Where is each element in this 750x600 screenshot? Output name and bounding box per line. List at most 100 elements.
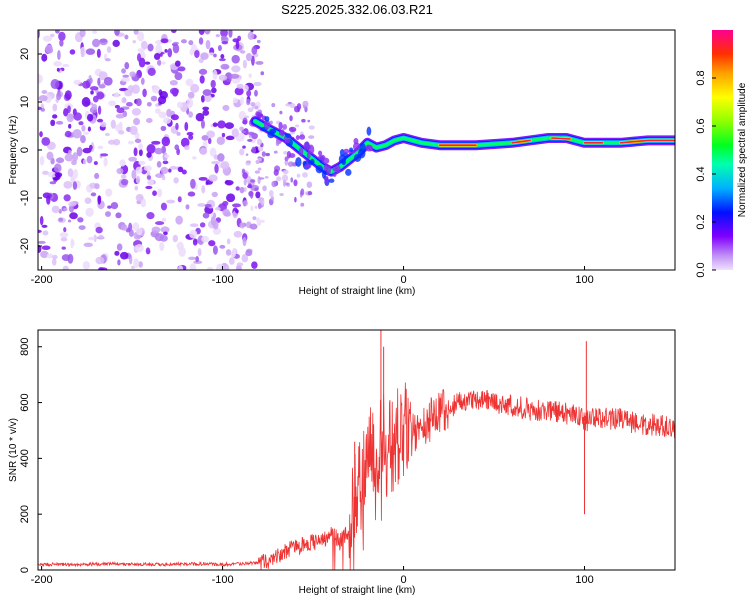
noise-blob	[164, 154, 170, 159]
noise-blob	[160, 202, 168, 211]
noise-blob	[250, 102, 256, 107]
ridge-blob	[328, 178, 335, 183]
noise-blob	[275, 140, 280, 147]
noise-blob	[204, 30, 211, 35]
noise-blob	[50, 119, 56, 127]
noise-blob	[73, 79, 82, 85]
noise-blob	[225, 264, 230, 270]
noise-blob	[177, 264, 184, 270]
noise-blob	[112, 39, 120, 48]
noise-blob	[64, 130, 72, 138]
noise-blob	[82, 147, 92, 154]
noise-blob	[193, 260, 203, 265]
noise-blob	[251, 146, 257, 154]
noise-blob	[246, 90, 252, 97]
snr-y-tick-label: 200	[19, 505, 31, 523]
noise-blob	[198, 68, 208, 75]
noise-blob	[55, 30, 60, 34]
colorbar: 0.0 0.2 0.4 0.6 0.8 Normalized spectral ampl…	[695, 30, 748, 278]
noise-blob	[185, 78, 194, 87]
ridge-blob	[280, 129, 285, 137]
noise-blob	[135, 193, 144, 202]
snr-y-tick-label: 0	[19, 567, 31, 573]
noise-blob	[195, 255, 199, 263]
noise-blob	[100, 121, 107, 128]
noise-blob	[232, 247, 236, 258]
snr-y-tick-label: 800	[19, 338, 31, 356]
noise-blob	[273, 169, 279, 176]
ridge-blob	[295, 135, 300, 141]
noise-blob	[160, 125, 167, 131]
noise-blob	[271, 180, 277, 188]
noise-blob	[63, 108, 69, 117]
noise-blob	[206, 266, 213, 270]
noise-blob	[184, 145, 190, 150]
noise-blob	[204, 203, 212, 208]
noise-blob	[271, 103, 276, 108]
noise-blob	[242, 59, 247, 69]
noise-blob	[131, 108, 141, 116]
noise-blob	[146, 101, 152, 107]
ridge-blob	[308, 160, 314, 166]
snr-x-axis-label: Height of straight line (km)	[299, 585, 416, 596]
noise-blob	[284, 156, 289, 162]
noise-blob	[215, 206, 221, 211]
noise-blob	[161, 217, 167, 222]
noise-blob	[56, 92, 62, 101]
noise-blob	[300, 188, 305, 196]
noise-blob	[253, 81, 262, 87]
noise-blob	[138, 160, 146, 166]
noise-blob	[156, 160, 162, 168]
noise-blob	[82, 260, 90, 270]
snr-y-tick-label: 400	[19, 449, 31, 467]
noise-blob	[270, 196, 275, 201]
noise-blob	[220, 30, 228, 38]
noise-blob	[87, 126, 91, 132]
noise-blob	[240, 96, 244, 106]
colorbar-tick-label: 0.0	[695, 262, 707, 277]
noise-blob	[214, 163, 219, 174]
noise-blob	[38, 240, 46, 244]
ridge-blob	[366, 126, 372, 136]
noise-blob	[242, 172, 248, 180]
noise-blob	[163, 231, 168, 236]
noise-blob	[46, 253, 54, 259]
noise-blob	[289, 115, 293, 122]
ridge-blob	[278, 121, 283, 130]
noise-blob	[163, 117, 171, 124]
ridge-blob	[357, 148, 366, 159]
ridge-blob	[343, 148, 350, 154]
noise-blob	[86, 155, 93, 164]
ridge-peak	[619, 139, 675, 144]
noise-blob	[56, 67, 60, 72]
noise-blob	[251, 261, 258, 269]
noise-blob	[66, 113, 74, 123]
noise-blob	[143, 165, 152, 172]
noise-blob	[173, 177, 179, 184]
ridge-inner	[253, 119, 675, 174]
ridge-blob	[317, 150, 323, 156]
noise-blob	[73, 168, 78, 179]
noise-blob	[142, 88, 147, 98]
noise-blob	[47, 171, 57, 178]
noise-blob	[198, 37, 204, 45]
noise-blob	[202, 109, 210, 116]
noise-blob	[198, 176, 208, 181]
noise-blob	[50, 33, 55, 38]
noise-blob	[93, 234, 97, 242]
noise-blob	[140, 77, 145, 85]
noise-blob	[289, 103, 296, 109]
noise-blob	[38, 229, 42, 233]
noise-blob	[254, 187, 259, 191]
noise-blob	[192, 156, 197, 160]
noise-blob	[208, 52, 215, 56]
noise-blob	[119, 251, 129, 260]
noise-blob	[157, 95, 167, 105]
noise-blob	[129, 71, 136, 78]
noise-blob	[296, 173, 301, 178]
colorbar-gradient	[712, 30, 733, 270]
ridge-blob	[321, 157, 330, 164]
noise-blob	[192, 238, 198, 246]
noise-blob	[137, 48, 145, 53]
ridge-blob	[326, 165, 332, 175]
